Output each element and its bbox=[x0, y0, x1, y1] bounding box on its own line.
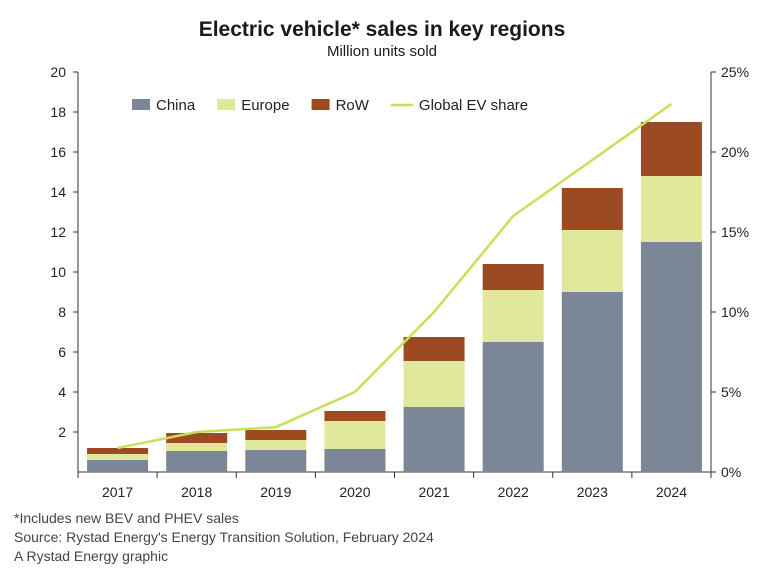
chart-subtitle: Million units sold bbox=[326, 43, 438, 60]
x-tick-label: 2022 bbox=[498, 484, 529, 500]
y-tick-label: 2 bbox=[58, 424, 66, 440]
bar-china bbox=[245, 450, 307, 472]
x-tick-label: 2018 bbox=[181, 484, 212, 500]
y2-tick-label: 0% bbox=[721, 464, 741, 480]
bar-europe bbox=[561, 230, 623, 292]
bar-europe bbox=[403, 361, 465, 407]
y-tick-label: 12 bbox=[50, 224, 66, 240]
y2-tick-label: 25% bbox=[721, 64, 749, 80]
legend-label-global-ev-share: Global EV share bbox=[419, 97, 528, 114]
y-tick-label: 18 bbox=[50, 104, 66, 120]
bar-europe bbox=[640, 176, 702, 242]
y2-tick-label: 20% bbox=[721, 144, 749, 160]
y-tick-label: 10 bbox=[50, 264, 66, 280]
x-tick-label: 2020 bbox=[339, 484, 370, 500]
legend-label-china: China bbox=[156, 97, 196, 114]
bar-row bbox=[403, 337, 465, 361]
x-tick-label: 2017 bbox=[102, 484, 133, 500]
footnote: *Includes new BEV and PHEV sales bbox=[14, 510, 239, 526]
bar-china bbox=[640, 242, 702, 472]
x-tick-label: 2019 bbox=[260, 484, 291, 500]
bar-europe bbox=[87, 454, 149, 460]
legend-swatch-china bbox=[132, 99, 150, 110]
x-tick-label: 2021 bbox=[418, 484, 449, 500]
bar-row bbox=[482, 264, 544, 290]
bar-china bbox=[403, 407, 465, 472]
x-tick-label: 2024 bbox=[656, 484, 687, 500]
bar-row bbox=[640, 122, 702, 176]
legend-label-row: RoW bbox=[336, 97, 370, 114]
chart-title: Electric vehicle* sales in key regions bbox=[198, 18, 566, 41]
bar-china bbox=[561, 292, 623, 472]
source-note: Source: Rystad Energy's Energy Transitio… bbox=[14, 529, 434, 545]
legend-label-europe: Europe bbox=[241, 97, 289, 114]
bar-china bbox=[166, 451, 228, 472]
y-tick-label: 6 bbox=[58, 344, 66, 360]
bar-europe bbox=[245, 440, 307, 450]
y-tick-label: 20 bbox=[50, 64, 66, 80]
y-tick-label: 8 bbox=[58, 304, 66, 320]
line-global-ev-share bbox=[117, 102, 673, 450]
bar-europe bbox=[166, 443, 228, 451]
y-tick-label: 4 bbox=[58, 384, 66, 400]
legend-swatch-europe bbox=[217, 99, 236, 110]
y-tick-label: 16 bbox=[50, 144, 66, 160]
bar-row bbox=[166, 433, 228, 443]
bar-europe bbox=[482, 290, 544, 342]
legend-swatch-row bbox=[311, 99, 330, 110]
y2-tick-label: 10% bbox=[721, 304, 749, 320]
y2-tick-label: 5% bbox=[721, 384, 741, 400]
bar-row bbox=[324, 411, 386, 421]
y2-tick-label: 15% bbox=[721, 224, 749, 240]
bar-row bbox=[87, 448, 149, 454]
bar-row bbox=[561, 188, 623, 230]
bar-china bbox=[324, 449, 386, 472]
bar-china bbox=[87, 460, 149, 472]
x-tick-label: 2023 bbox=[577, 484, 608, 500]
bar-row bbox=[245, 430, 307, 440]
bar-china bbox=[482, 342, 544, 472]
y-tick-label: 14 bbox=[50, 184, 66, 200]
credit-note: A Rystad Energy graphic bbox=[14, 548, 169, 564]
bar-europe bbox=[324, 421, 386, 449]
